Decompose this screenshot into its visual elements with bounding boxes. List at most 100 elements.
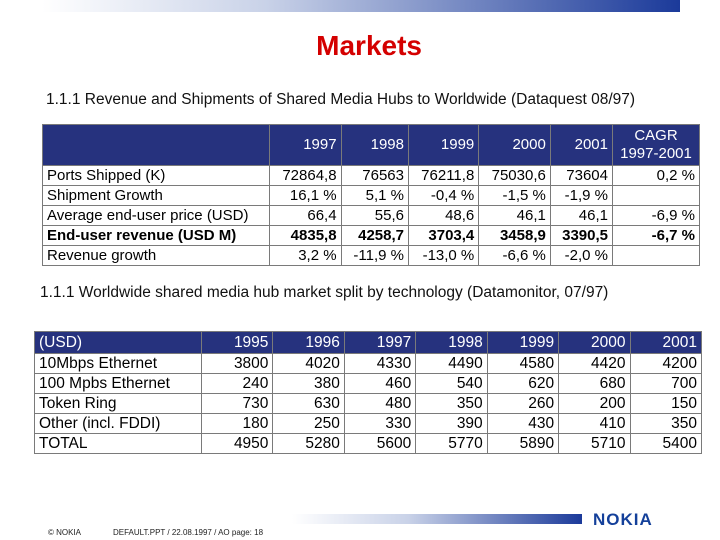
header-cell: 1999 bbox=[407, 124, 480, 166]
table-cell: -1,9 % bbox=[549, 185, 614, 206]
header-cell: 1997 bbox=[269, 124, 342, 166]
table-cell: -6,9 % bbox=[612, 205, 700, 226]
table-row: End-user revenue (USD M) 4835,8 4258,7 3… bbox=[42, 225, 700, 246]
table-row: 10Mbps Ethernet 3800 4020 4330 4490 4580… bbox=[34, 353, 703, 374]
table-cell: 630 bbox=[272, 393, 345, 414]
table-cell: 240 bbox=[200, 373, 274, 394]
header-cell bbox=[42, 124, 270, 166]
table-cell: 4420 bbox=[558, 353, 631, 374]
header-cell: 1999 bbox=[486, 331, 560, 354]
header-cell: 2000 bbox=[478, 124, 551, 166]
table-cell: 4835,8 bbox=[269, 225, 342, 246]
row-label: 10Mbps Ethernet bbox=[34, 353, 202, 374]
header-cell: 1998 bbox=[415, 331, 488, 354]
table1-caption: 1.1.1 Revenue and Shipments of Shared Me… bbox=[46, 91, 636, 108]
row-label: Other (incl. FDDI) bbox=[34, 413, 202, 434]
table-cell: 380 bbox=[272, 373, 345, 394]
table-cell: 46,1 bbox=[549, 205, 614, 226]
nokia-logo: NOKIA bbox=[593, 510, 653, 529]
table-row: Shipment Growth 16,1 % 5,1 % -0,4 % -1,5… bbox=[42, 185, 700, 206]
top-gradient-bar bbox=[42, 0, 680, 12]
table-cell: 5600 bbox=[343, 433, 417, 454]
table-cell: -2,0 % bbox=[549, 245, 614, 266]
header-cell: 1998 bbox=[340, 124, 410, 166]
table-cell: 16,1 % bbox=[269, 185, 342, 206]
table-row: Ports Shipped (K) 72864,8 76563 76211,8 … bbox=[42, 165, 700, 186]
table-cell: 180 bbox=[200, 413, 274, 434]
header-cell: (USD) bbox=[34, 331, 202, 354]
table-cell: 3390,5 bbox=[549, 225, 614, 246]
row-label: Revenue growth bbox=[42, 245, 270, 266]
table-cell: 5710 bbox=[558, 433, 631, 454]
header-cell: 2001 bbox=[629, 331, 703, 354]
table-cell: 75030,6 bbox=[478, 165, 551, 186]
table-cell: 55,6 bbox=[340, 205, 410, 226]
table-cell: 680 bbox=[558, 373, 631, 394]
table-cell: 4580 bbox=[486, 353, 560, 374]
table-cell: 150 bbox=[629, 393, 703, 414]
table-cell: 3,2 % bbox=[269, 245, 342, 266]
table-cell: 3703,4 bbox=[407, 225, 480, 246]
table-header-row: (USD) 1995 1996 1997 1998 1999 2000 2001 bbox=[34, 331, 703, 354]
table-cell: 200 bbox=[558, 393, 631, 414]
table-cell: -1,5 % bbox=[478, 185, 551, 206]
row-label: Shipment Growth bbox=[42, 185, 270, 206]
table-cell: 48,6 bbox=[407, 205, 480, 226]
table-cell: -11,9 % bbox=[340, 245, 410, 266]
table-cell: -13,0 % bbox=[407, 245, 480, 266]
table-cell: 260 bbox=[486, 393, 560, 414]
table-cell: 3800 bbox=[200, 353, 274, 374]
table-cell: 4200 bbox=[629, 353, 703, 374]
table-row: Average end-user price (USD) 66,4 55,6 4… bbox=[42, 205, 700, 226]
row-label: Token Ring bbox=[34, 393, 202, 414]
table-cell: 330 bbox=[343, 413, 417, 434]
table-cell: 66,4 bbox=[269, 205, 342, 226]
table-cell: 76211,8 bbox=[407, 165, 480, 186]
page-title: Markets bbox=[316, 30, 422, 61]
table2-caption: 1.1.1 Worldwide shared media hub market … bbox=[40, 284, 609, 301]
row-label: 100 Mpbs Ethernet bbox=[34, 373, 202, 394]
table-cell: 5280 bbox=[272, 433, 345, 454]
table-cell: 72864,8 bbox=[269, 165, 342, 186]
row-label: Ports Shipped (K) bbox=[42, 165, 270, 186]
table-cell: -6,7 % bbox=[612, 225, 700, 246]
header-cell: 1995 bbox=[200, 331, 274, 354]
header-cell: 1996 bbox=[272, 331, 345, 354]
table-cell: 730 bbox=[200, 393, 274, 414]
table-cell: 250 bbox=[272, 413, 345, 434]
table-cell: 430 bbox=[486, 413, 560, 434]
table-cell: -0,4 % bbox=[407, 185, 480, 206]
table-cell: 540 bbox=[415, 373, 488, 394]
table-cell: 3458,9 bbox=[478, 225, 551, 246]
table-cell: 620 bbox=[486, 373, 560, 394]
table-row: Token Ring 730 630 480 350 260 200 150 bbox=[34, 393, 703, 414]
table-row: Other (incl. FDDI) 180 250 330 390 430 4… bbox=[34, 413, 703, 434]
table-cell: 5400 bbox=[629, 433, 703, 454]
table-cell: 410 bbox=[558, 413, 631, 434]
footer-file-info: DEFAULT.PPT / 22.08.1997 / AO page: 18 bbox=[113, 528, 264, 537]
table-cell: 4490 bbox=[415, 353, 488, 374]
table-row: Revenue growth 3,2 % -11,9 % -13,0 % -6,… bbox=[42, 245, 700, 266]
table-cell: 5770 bbox=[415, 433, 488, 454]
table-header-row: 1997 1998 1999 2000 2001 CAGR 1997-2001 bbox=[42, 124, 700, 166]
table-cell: 4258,7 bbox=[340, 225, 410, 246]
table-cell: 460 bbox=[343, 373, 417, 394]
footer-gradient-bar bbox=[292, 514, 582, 524]
table-cell: 390 bbox=[415, 413, 488, 434]
header-cell: CAGR 1997-2001 bbox=[612, 124, 700, 166]
header-cell: 1997 bbox=[343, 331, 417, 354]
header-cell: 2000 bbox=[558, 331, 631, 354]
row-label: Average end-user price (USD) bbox=[42, 205, 270, 226]
table-cell: 350 bbox=[415, 393, 488, 414]
table-cell: 0,2 % bbox=[612, 165, 700, 186]
table-cell bbox=[612, 185, 700, 206]
table-cell: 4020 bbox=[272, 353, 345, 374]
header-cell: 2001 bbox=[549, 124, 614, 166]
revenue-shipments-table: 1997 1998 1999 2000 2001 CAGR 1997-2001 … bbox=[42, 124, 700, 266]
row-label: TOTAL bbox=[34, 433, 202, 454]
table-cell: 46,1 bbox=[478, 205, 551, 226]
table-cell: 4950 bbox=[200, 433, 274, 454]
row-label: End-user revenue (USD M) bbox=[42, 225, 270, 246]
table-cell: 76563 bbox=[340, 165, 410, 186]
table-cell: 5,1 % bbox=[340, 185, 410, 206]
